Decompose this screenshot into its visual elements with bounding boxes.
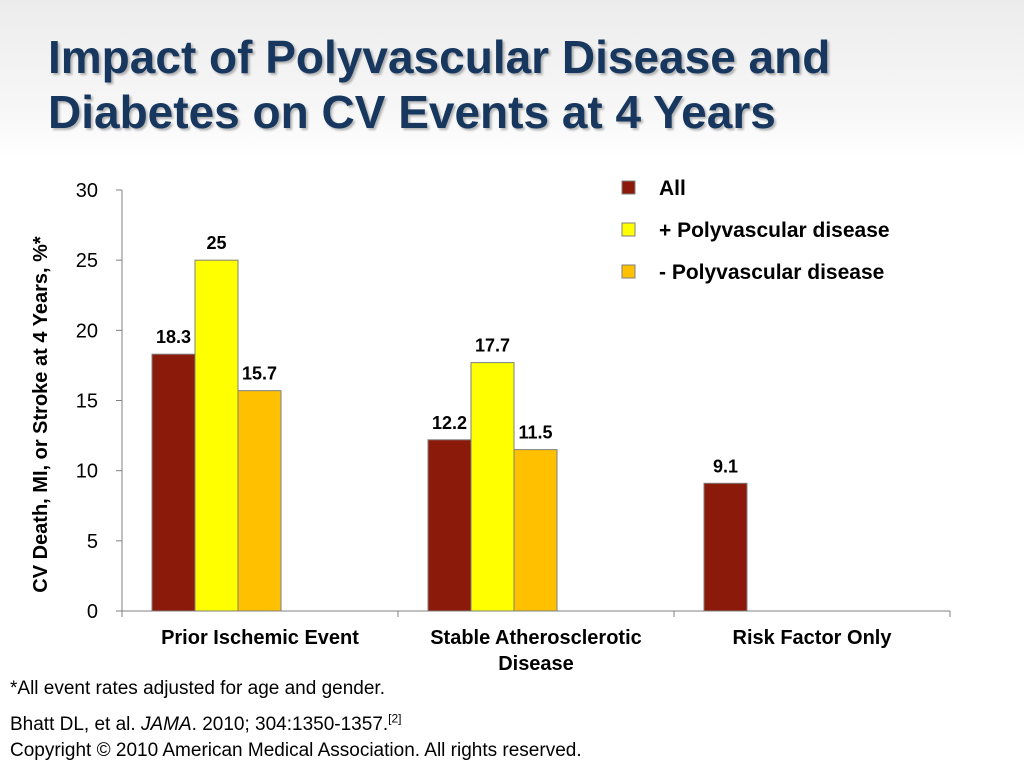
citation-journal: JAMA xyxy=(140,714,192,735)
y-tick-label: 5 xyxy=(87,531,98,553)
legend-swatch-2 xyxy=(621,222,636,237)
title-line-2: Diabetes on CV Events at 4 Years xyxy=(48,86,776,138)
bar-1-2 xyxy=(194,259,239,612)
y-tick-label: 10 xyxy=(76,461,98,483)
bar-1-3 xyxy=(237,390,282,612)
citation-line: Bhatt DL, et al. JAMA. 2010; 304:1350-13… xyxy=(10,712,582,738)
bar-chart: 0 5 10 15 20 25 30 CV Death, MI, or Stroke at 4… xyxy=(30,177,951,675)
title-line-1: Impact of Polyvascular Disease and xyxy=(48,31,831,83)
copyright-notice: Copyright © 2010 American Medical Associ… xyxy=(10,740,582,761)
x-category-label: Stable Atherosclerotic xyxy=(430,627,642,649)
legend-swatch-3 xyxy=(621,264,636,279)
x-category-label: Risk Factor Only xyxy=(733,627,893,649)
data-label: 12.2 xyxy=(432,413,467,433)
y-tick-label: 25 xyxy=(76,250,98,272)
slide-title: Impact of Polyvascular Disease and Diabe… xyxy=(48,30,988,140)
legend-swatch-1 xyxy=(621,180,636,195)
data-label: 15.7 xyxy=(242,364,277,384)
bar-2-3 xyxy=(513,449,558,612)
bar-2-2 xyxy=(470,362,515,612)
data-label: 25 xyxy=(206,233,226,253)
citation: Bhatt DL, et al. JAMA. 2010; 304:1350-13… xyxy=(10,712,582,764)
bar-1-1 xyxy=(151,353,196,612)
citation-authors: Bhatt DL, et al. xyxy=(10,714,141,735)
footnote: *All event rates adjusted for age and ge… xyxy=(10,678,385,699)
legend-label-3: - Polyvascular disease xyxy=(659,261,884,284)
bar-2-1 xyxy=(427,439,472,612)
data-label: 18.3 xyxy=(156,327,191,347)
legend-label-1: All xyxy=(659,177,686,200)
y-tick-label: 30 xyxy=(76,180,98,202)
citation-reference: [2] xyxy=(388,711,402,726)
x-category-label: Prior Ischemic Event xyxy=(161,627,359,649)
y-tick-label: 15 xyxy=(76,391,98,413)
bar-3-1 xyxy=(703,482,748,612)
data-label: 11.5 xyxy=(518,423,552,443)
x-category-label: Disease xyxy=(498,653,574,675)
y-axis-label: CV Death, MI, or Stroke at 4 Years, %* xyxy=(30,236,52,593)
legend-label-2: + Polyvascular disease xyxy=(659,219,890,242)
y-tick-label: 20 xyxy=(76,320,98,342)
data-label: 17.7 xyxy=(475,336,510,356)
data-label: 9.1 xyxy=(713,456,738,476)
y-tick-label: 0 xyxy=(87,601,98,623)
citation-details: . 2010; 304:1350-1357. xyxy=(191,714,389,735)
